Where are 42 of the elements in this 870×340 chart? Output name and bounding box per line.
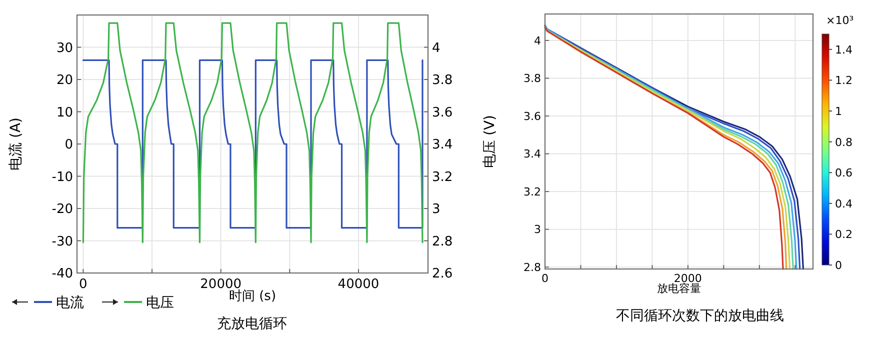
y-tick-label: -40 (52, 266, 73, 282)
y-tick-label: 2.8 (524, 260, 541, 274)
color-bar-label: 1 (835, 105, 842, 118)
y2-tick-label: 3.6 (432, 105, 453, 120)
y-tick-label: 3 (534, 223, 541, 236)
x-tick-label: 0 (79, 277, 88, 292)
y-tick-label: 3.2 (524, 185, 541, 198)
y-tick-label: -10 (52, 170, 73, 185)
y2-tick-label: 2.8 (432, 234, 453, 250)
y2-tick-label: 3.2 (432, 170, 453, 185)
y2-tick-label: 3.4 (432, 138, 453, 153)
y-tick-label: -30 (52, 234, 73, 250)
color-bar-title: ×10³ (826, 14, 854, 27)
color-bar-label: 0 (835, 259, 842, 272)
text: 充放电循环 (217, 316, 287, 332)
y-tick-label: -20 (52, 202, 73, 218)
line-series (82, 22, 424, 244)
y-tick-label: 20 (56, 73, 73, 88)
y-axis-title: 电流 (A) (8, 118, 24, 170)
y2-tick-label: 3.8 (432, 73, 453, 88)
x-axis-title: 放电容量 (657, 282, 701, 295)
color-bar-label: 0.6 (835, 166, 852, 180)
color-bar-label: 0.2 (835, 228, 852, 242)
text: 不同循环次数下的放电曲线 (616, 308, 784, 324)
y-tick-label: 3.8 (524, 72, 541, 86)
legend-label: 电压 (146, 295, 174, 311)
y-axis-title: 电压 (V) (482, 115, 498, 168)
y-tick-label: 30 (56, 40, 73, 56)
legend-label: 电流 (56, 295, 84, 311)
color-bar-label: 1.4 (835, 43, 852, 56)
color-bar-label: 0.8 (835, 136, 852, 149)
y-tick-label: 10 (56, 105, 73, 120)
y2-tick-label: 4 (432, 40, 440, 56)
y2-tick-label: 2.6 (432, 266, 453, 282)
y-tick-label: 4 (534, 34, 541, 48)
color-bar-label: 0.4 (835, 197, 852, 210)
x-tick-label: 40000 (338, 277, 380, 292)
y2-tick-label: 3 (432, 202, 440, 218)
color-bar-label: 1.2 (835, 74, 852, 88)
y-tick-label: 3.6 (524, 110, 541, 123)
y-tick-label: 0 (64, 138, 73, 153)
y-tick-label: 3.4 (524, 148, 541, 161)
